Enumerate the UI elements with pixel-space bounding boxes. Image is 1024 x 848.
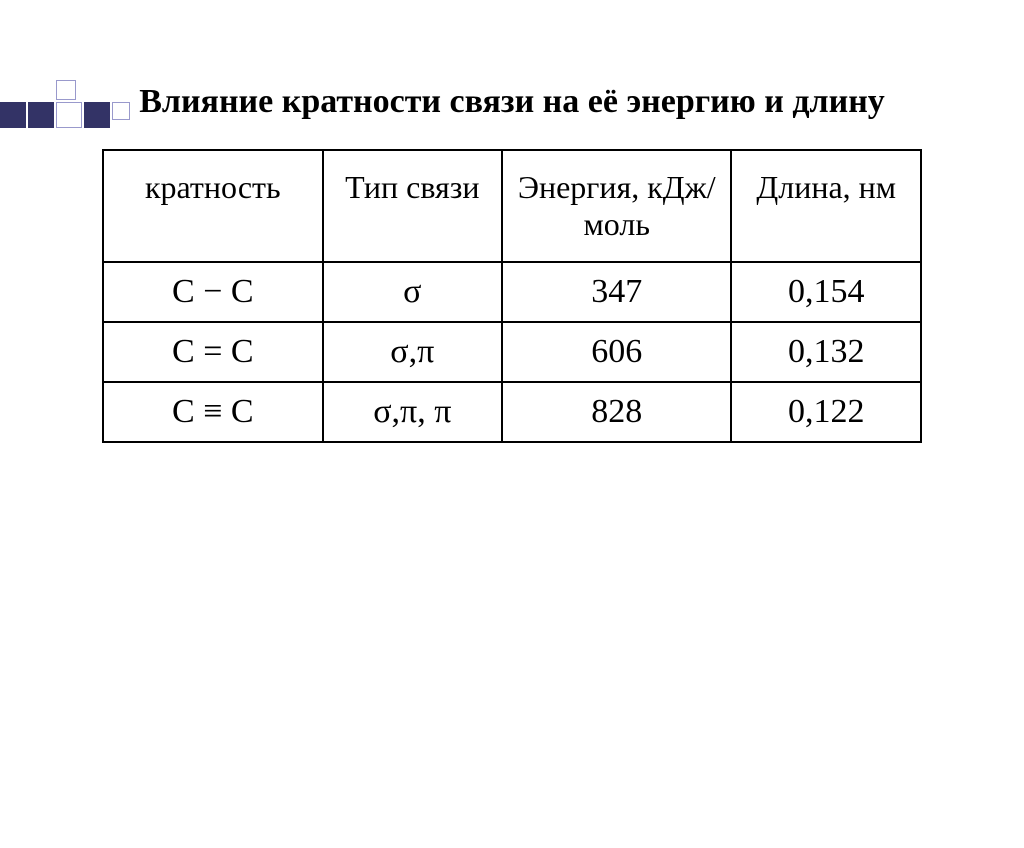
decoration-square xyxy=(28,102,54,128)
cell-bond-type: σ xyxy=(323,262,502,322)
decoration-square xyxy=(0,102,26,128)
table-header-row: кратность Тип связи Энергия, кДж/моль Дл… xyxy=(103,150,921,262)
col-header-bond-type: Тип связи xyxy=(323,150,502,262)
cell-bond-type: σ,π xyxy=(323,322,502,382)
cell-length: 0,132 xyxy=(731,322,921,382)
table-row: С − С σ 347 0,154 xyxy=(103,262,921,322)
cell-length: 0,122 xyxy=(731,382,921,442)
col-header-length: Длина, нм xyxy=(731,150,921,262)
page-title: Влияние кратности связи на её энергию и … xyxy=(102,80,922,124)
cell-length: 0,154 xyxy=(731,262,921,322)
cell-bond-type: σ,π, π xyxy=(323,382,502,442)
bond-table: кратность Тип связи Энергия, кДж/моль Дл… xyxy=(102,149,922,443)
cell-energy: 828 xyxy=(502,382,731,442)
col-header-multiplicity: кратность xyxy=(103,150,323,262)
col-header-energy: Энергия, кДж/моль xyxy=(502,150,731,262)
table-row: С = С σ,π 606 0,132 xyxy=(103,322,921,382)
cell-energy: 347 xyxy=(502,262,731,322)
decoration-square xyxy=(112,102,130,120)
cell-energy: 606 xyxy=(502,322,731,382)
cell-multiplicity: С ≡ С xyxy=(103,382,323,442)
decoration-square xyxy=(56,80,76,100)
corner-decoration xyxy=(0,80,220,140)
cell-multiplicity: С = С xyxy=(103,322,323,382)
cell-multiplicity: С − С xyxy=(103,262,323,322)
decoration-square xyxy=(84,102,110,128)
table-row: С ≡ С σ,π, π 828 0,122 xyxy=(103,382,921,442)
decoration-square xyxy=(56,102,82,128)
